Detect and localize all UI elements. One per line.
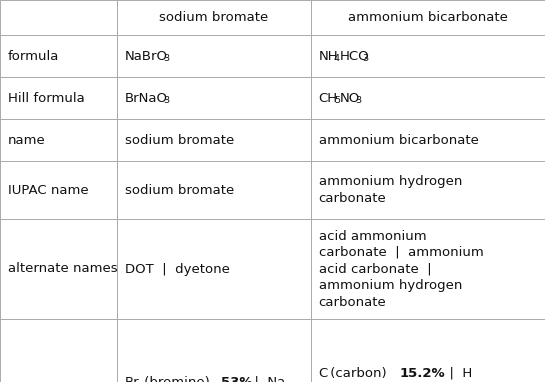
Bar [0,219,117,319]
Text: HCO: HCO [340,50,369,63]
Bar [117,161,311,219]
Bar [0,319,117,382]
Text: 3: 3 [355,96,361,105]
Text: Br: Br [125,376,140,382]
Text: IUPAC name: IUPAC name [8,183,89,196]
Bar [117,219,311,319]
Text: formula: formula [8,50,59,63]
Text: ammonium hydrogen
carbonate: ammonium hydrogen carbonate [319,175,462,205]
Text: 3: 3 [362,54,368,63]
Bar [117,35,311,77]
Bar [117,0,311,35]
Bar [117,77,311,119]
Bar [0,77,117,119]
Text: 4: 4 [334,54,340,63]
Text: |  H: | H [441,367,472,380]
Text: NaBrO: NaBrO [125,50,168,63]
Text: 3: 3 [164,96,169,105]
Text: name: name [8,133,46,147]
Text: 5: 5 [334,96,340,105]
Bar [311,35,545,77]
Text: 53%: 53% [221,376,253,382]
Bar [117,119,311,161]
Bar [311,319,545,382]
Text: ammonium bicarbonate: ammonium bicarbonate [319,133,479,147]
Text: acid ammonium
carbonate  |  ammonium
acid carbonate  |
ammonium hydrogen
carbona: acid ammonium carbonate | ammonium acid … [319,230,483,309]
Text: 15.2%: 15.2% [400,367,446,380]
Text: BrNaO: BrNaO [125,92,168,105]
Bar [0,35,117,77]
Bar [311,219,545,319]
Bar [0,119,117,161]
Bar [311,0,545,35]
Text: alternate names: alternate names [8,262,118,275]
Bar [311,119,545,161]
Text: sodium bromate: sodium bromate [159,11,269,24]
Text: Hill formula: Hill formula [8,92,85,105]
Text: CH: CH [319,92,338,105]
Bar [311,161,545,219]
Text: C: C [319,367,328,380]
Text: (carbon): (carbon) [326,367,391,380]
Bar [311,77,545,119]
Text: sodium bromate: sodium bromate [125,133,234,147]
Text: (bromine): (bromine) [140,376,214,382]
Text: |  Na: | Na [246,376,285,382]
Text: 3: 3 [164,54,169,63]
Bar [117,319,311,382]
Bar [0,161,117,219]
Text: sodium bromate: sodium bromate [125,183,234,196]
Text: DOT  |  dyetone: DOT | dyetone [125,262,230,275]
Text: NO: NO [340,92,360,105]
Text: NH: NH [319,50,338,63]
Bar [0,0,117,35]
Text: ammonium bicarbonate: ammonium bicarbonate [348,11,508,24]
